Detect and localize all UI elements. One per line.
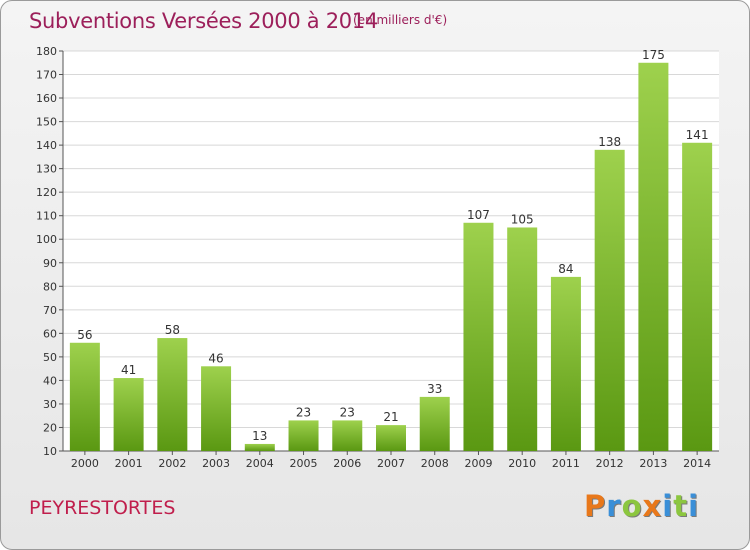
bar	[594, 149, 625, 451]
y-tick-label: 10	[43, 445, 57, 458]
y-tick-label: 120	[36, 186, 57, 199]
bar	[69, 342, 100, 451]
data-label: 175	[642, 48, 665, 62]
bar	[288, 420, 319, 451]
bar	[244, 443, 275, 451]
bar	[113, 378, 144, 451]
x-tick-label: 2011	[552, 457, 580, 470]
bar	[419, 396, 450, 451]
y-tick-label: 90	[43, 257, 57, 270]
x-tick-label: 2009	[464, 457, 492, 470]
bar	[638, 62, 669, 451]
y-tick-label: 70	[43, 304, 57, 317]
y-tick-label: 130	[36, 163, 57, 176]
y-tick-label: 140	[36, 139, 57, 152]
x-tick-label: 2012	[596, 457, 624, 470]
data-label: 23	[340, 405, 355, 419]
bar	[507, 227, 538, 451]
proxiti-logo[interactable]: Proxiti	[584, 489, 699, 523]
x-tick-label: 2007	[377, 457, 405, 470]
x-tick-label: 2006	[333, 457, 361, 470]
x-tick-label: 2008	[421, 457, 449, 470]
data-label: 84	[558, 262, 573, 276]
data-label: 56	[77, 328, 92, 342]
bar	[332, 420, 363, 451]
chart-subtitle: (en milliers d'€)	[353, 13, 448, 27]
data-label: 21	[383, 410, 398, 424]
x-tick-label: 2004	[246, 457, 274, 470]
y-tick-label: 80	[43, 280, 57, 293]
data-label: 46	[208, 351, 223, 365]
x-tick-label: 2013	[639, 457, 667, 470]
data-label: 23	[296, 405, 311, 419]
bar	[201, 366, 232, 451]
y-tick-label: 60	[43, 327, 57, 340]
data-label: 141	[686, 128, 709, 142]
logo-letter: o	[621, 489, 643, 523]
y-tick-label: 150	[36, 116, 57, 129]
y-tick-label: 40	[43, 374, 57, 387]
data-label: 105	[511, 212, 534, 226]
logo-letter: P	[584, 489, 607, 523]
x-tick-label: 2003	[202, 457, 230, 470]
bar	[682, 142, 713, 451]
y-tick-label: 50	[43, 351, 57, 364]
y-tick-label: 100	[36, 233, 57, 246]
x-tick-label: 2014	[683, 457, 711, 470]
y-tick-label: 160	[36, 92, 57, 105]
x-tick-label: 2001	[115, 457, 143, 470]
bar	[157, 338, 188, 451]
x-tick-label: 2005	[290, 457, 318, 470]
data-label: 58	[165, 323, 180, 337]
y-tick-label: 20	[43, 421, 57, 434]
y-tick-label: 180	[36, 45, 57, 58]
x-tick-label: 2002	[158, 457, 186, 470]
data-label: 13	[252, 429, 267, 443]
data-label: 41	[121, 363, 136, 377]
x-tick-label: 2000	[71, 457, 99, 470]
y-tick-label: 110	[36, 210, 57, 223]
data-label: 107	[467, 208, 490, 222]
commune-name: PEYRESTORTES	[29, 497, 176, 519]
logo-letter: r	[606, 489, 622, 523]
logo-letter: i	[688, 489, 700, 523]
logo-letter: x	[642, 489, 663, 523]
chart-title: Subventions Versées 2000 à 2014	[29, 9, 378, 33]
bar	[550, 276, 581, 451]
bar	[376, 425, 406, 451]
y-tick-label: 30	[43, 398, 57, 411]
data-label: 33	[427, 382, 442, 396]
y-tick-label: 170	[36, 69, 57, 82]
data-label: 138	[598, 135, 621, 149]
logo-letter: t	[673, 489, 689, 523]
bar	[463, 222, 494, 451]
logo-letter: i	[662, 489, 674, 523]
x-tick-label: 2010	[508, 457, 536, 470]
